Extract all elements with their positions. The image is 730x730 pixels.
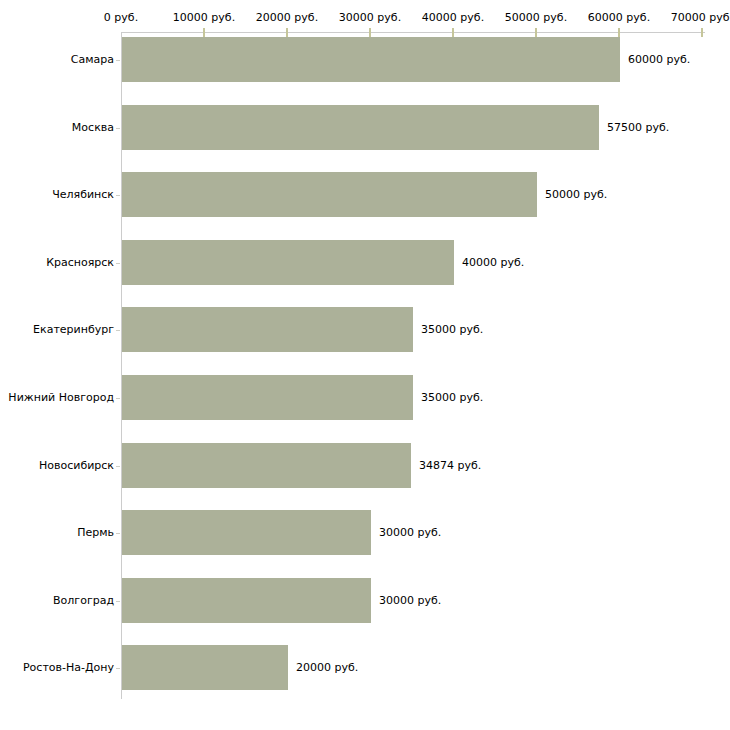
value-label: 57500 руб.	[607, 105, 669, 150]
value-label: 34874 руб.	[419, 443, 481, 488]
value-label: 40000 руб.	[462, 240, 524, 285]
category-label: Волгоград	[0, 578, 114, 623]
x-axis-tick	[203, 28, 205, 37]
y-axis-tick	[116, 195, 120, 196]
category-label: Нижний Новгород	[0, 375, 114, 420]
value-label: 60000 руб.	[628, 37, 690, 82]
bar	[122, 172, 537, 217]
category-label: Новосибирск	[0, 443, 114, 488]
x-axis-tick-label: 20000 руб.	[256, 11, 318, 25]
value-label: 30000 руб.	[379, 578, 441, 623]
x-axis-tick	[369, 28, 371, 37]
bar	[122, 510, 371, 555]
bar	[122, 645, 288, 690]
bar	[122, 443, 411, 488]
x-axis-tick	[286, 28, 288, 37]
x-axis-tick-label: 70000 руб.	[671, 11, 730, 25]
x-axis-tick-label: 50000 руб.	[505, 11, 567, 25]
y-axis-tick	[116, 263, 120, 264]
bar	[122, 375, 413, 420]
y-axis-tick	[116, 60, 120, 61]
x-axis-tick-label: 40000 руб.	[422, 11, 484, 25]
y-axis-tick	[116, 668, 120, 669]
x-axis-tick-label: 30000 руб.	[339, 11, 401, 25]
category-label: Пермь	[0, 510, 114, 555]
value-label: 50000 руб.	[545, 172, 607, 217]
y-axis-tick	[116, 128, 120, 129]
x-axis-tick	[535, 28, 537, 37]
y-axis-tick	[116, 398, 120, 399]
category-label: Москва	[0, 105, 114, 150]
x-axis-tick	[618, 28, 620, 37]
value-label: 35000 руб.	[421, 307, 483, 352]
y-axis-tick	[116, 330, 120, 331]
category-label: Самара	[0, 37, 114, 82]
x-axis-tick-label: 10000 руб.	[173, 11, 235, 25]
y-axis-tick	[116, 601, 120, 602]
category-label: Екатеринбург	[0, 307, 114, 352]
x-axis-tick-label: 0 руб.	[104, 11, 138, 25]
y-axis-tick	[116, 533, 120, 534]
bar	[122, 240, 454, 285]
bar	[122, 307, 413, 352]
y-axis-tick	[116, 466, 120, 467]
x-axis-tick	[452, 28, 454, 37]
x-axis-tick-label: 60000 руб.	[588, 11, 650, 25]
category-label: Красноярск	[0, 240, 114, 285]
value-label: 30000 руб.	[379, 510, 441, 555]
bar-chart: 0 руб. 10000 руб. 20000 руб. 30000 руб. 4000…	[0, 0, 730, 730]
value-label: 35000 руб.	[421, 375, 483, 420]
bar	[122, 105, 599, 150]
bar	[122, 578, 371, 623]
value-label: 20000 руб.	[296, 645, 358, 690]
bar	[122, 37, 620, 82]
category-label: Челябинск	[0, 172, 114, 217]
x-axis-tick	[701, 28, 703, 37]
category-label: Ростов-На-Дону	[0, 645, 114, 690]
y-axis-line	[121, 32, 122, 699]
